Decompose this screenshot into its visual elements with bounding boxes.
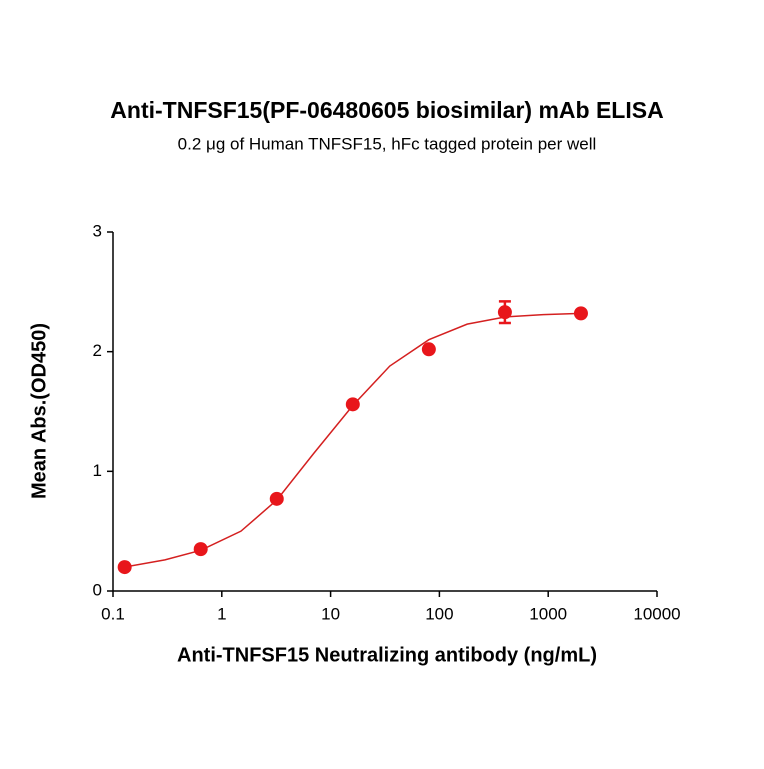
data-point — [573, 306, 588, 321]
fit-curve — [124, 312, 581, 568]
y-tick-label: 2 — [93, 341, 102, 360]
y-tick-label: 0 — [93, 580, 102, 599]
x-tick-label: 0.1 — [101, 604, 125, 623]
y-tick-label: 1 — [93, 461, 102, 480]
x-tick-label: 100 — [425, 604, 453, 623]
y-axis-label: Mean Abs.(OD450) — [28, 323, 50, 499]
data-point — [345, 397, 360, 412]
data-point — [269, 491, 284, 506]
data-point — [497, 305, 512, 320]
y-tick-label: 3 — [93, 221, 102, 240]
data-point — [193, 542, 208, 557]
x-tick-label: 1 — [217, 604, 226, 623]
chart-title: Anti-TNFSF15(PF-06480605 biosimilar) mAb… — [110, 97, 663, 123]
x-tick-label: 10 — [321, 604, 340, 623]
x-tick-label: 1000 — [529, 604, 567, 623]
data-point — [421, 342, 436, 357]
data-point — [117, 560, 132, 575]
x-tick-label: 10000 — [633, 604, 680, 623]
chart-subtitle: 0.2 μg of Human TNFSF15, hFc tagged prot… — [178, 134, 597, 153]
x-axis-label: Anti-TNFSF15 Neutralizing antibody (ng/m… — [177, 644, 597, 666]
